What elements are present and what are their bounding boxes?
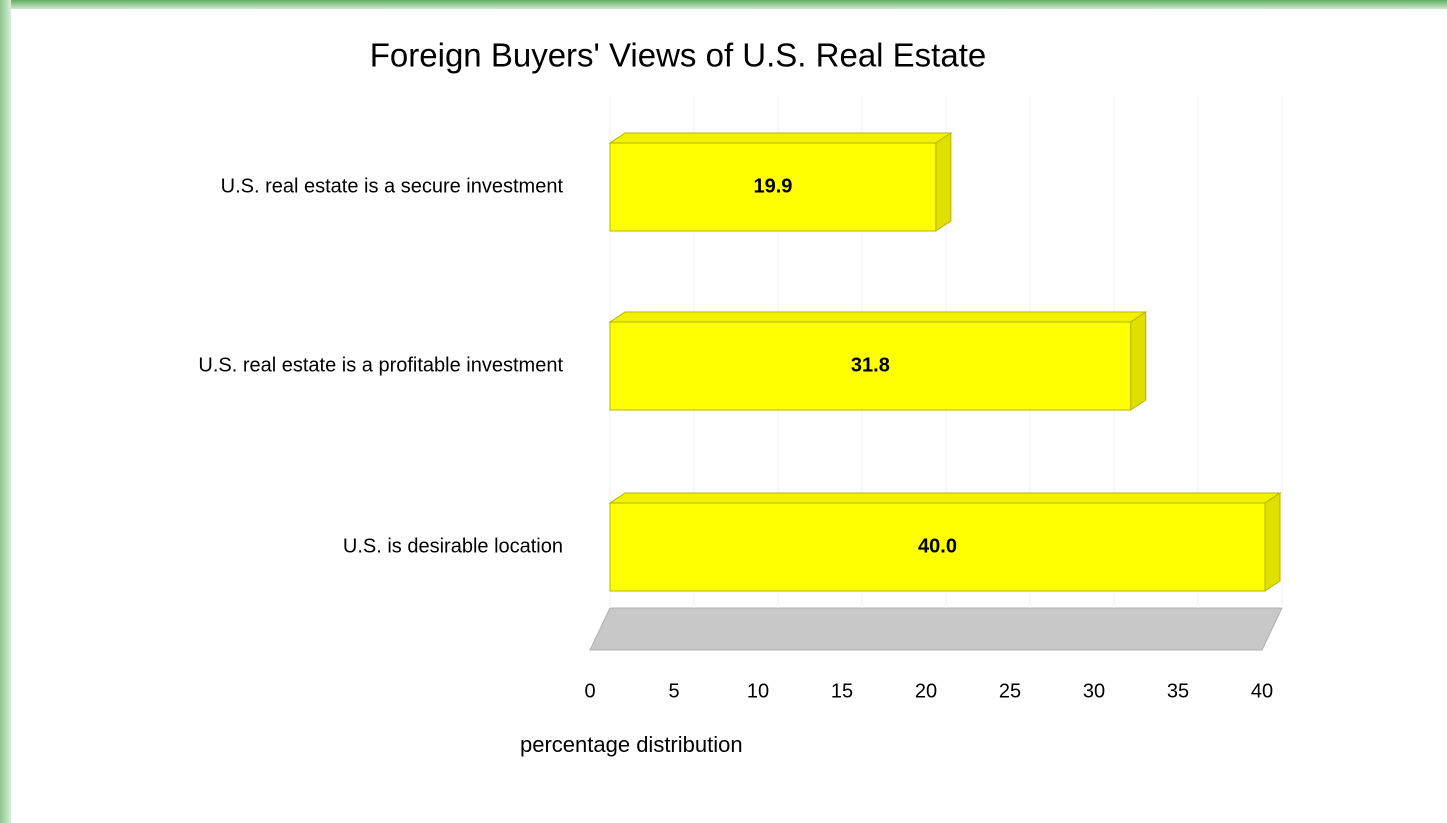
bar-top	[608, 132, 953, 144]
floor	[589, 607, 1283, 651]
left-border	[0, 0, 11, 823]
x-tick-label: 40	[1251, 680, 1273, 702]
bar-top	[608, 492, 1282, 504]
bar-front	[609, 142, 937, 232]
y-tick-label: U.S. is desirable location	[343, 535, 563, 557]
bar-front	[609, 502, 1266, 592]
bar	[608, 492, 1282, 592]
x-tick-label: 20	[915, 680, 937, 702]
top-border	[0, 0, 1447, 9]
bar-top	[608, 311, 1148, 323]
x-tick-label: 25	[999, 680, 1021, 702]
bar-side	[1264, 492, 1281, 592]
value-label: 40.0	[918, 535, 957, 557]
chart-title: Foreign Buyers' Views of U.S. Real Estat…	[370, 37, 986, 74]
y-tick-label: U.S. real estate is a secure investment	[221, 175, 564, 197]
x-tick-label: 30	[1083, 680, 1105, 702]
x-axis-title: percentage distribution	[520, 732, 743, 757]
x-tick-label: 35	[1167, 680, 1189, 702]
x-tick-label: 15	[831, 680, 853, 702]
bar-side	[935, 132, 952, 232]
bar	[608, 311, 1148, 411]
bar-side	[1130, 311, 1147, 411]
x-tick-label: 0	[584, 680, 595, 702]
value-label: 31.8	[851, 354, 890, 376]
x-tick-label: 10	[747, 680, 769, 702]
y-tick-label: U.S. real estate is a profitable investm…	[198, 354, 563, 376]
bar-front	[609, 321, 1132, 411]
bar	[608, 132, 953, 232]
x-tick-label: 5	[668, 680, 679, 702]
value-label: 19.9	[753, 175, 792, 197]
